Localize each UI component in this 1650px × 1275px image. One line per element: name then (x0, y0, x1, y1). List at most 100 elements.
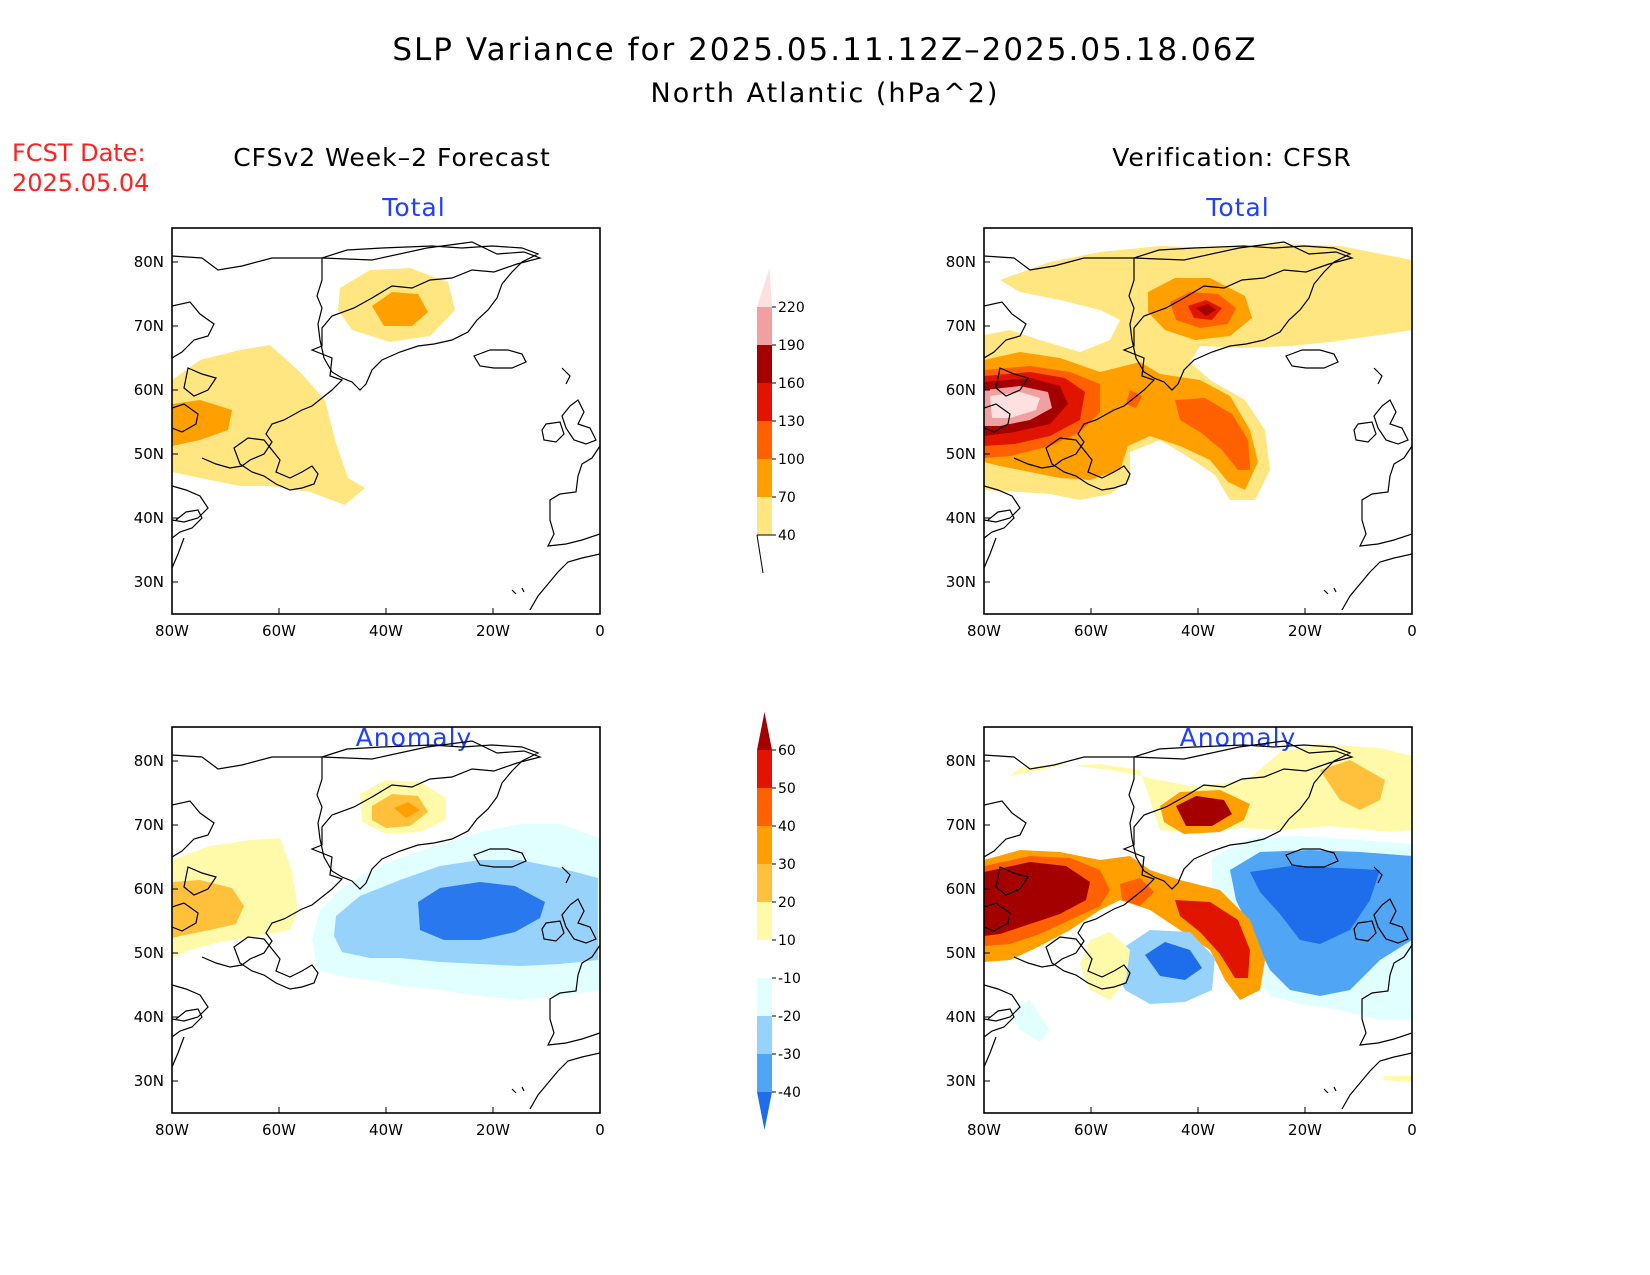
colorbar-swatch (757, 902, 772, 940)
colorbar-tail (756, 534, 764, 574)
colorbar-swatch-top (757, 268, 772, 307)
lat-tick-label: 30N (946, 573, 976, 591)
main-title: SLP Variance for 2025.05.11.12Z–2025.05.… (392, 32, 1258, 68)
colorbar-swatch-bottom (757, 1092, 772, 1130)
lon-tick-label: 60W (1074, 1121, 1108, 1139)
lat-tick-label: 70N (946, 317, 976, 335)
colorbar-label: -30 (778, 1047, 801, 1063)
anomaly-20-west (172, 880, 244, 938)
lat-tick-label: 40N (134, 1008, 164, 1026)
lon-tick-label: 0 (1407, 622, 1417, 640)
anomaly-minus40-center (1145, 942, 1202, 980)
lat-tick-label: 60N (946, 381, 976, 399)
lat-tick-label: 80N (946, 752, 976, 770)
colorbar-label: 190 (778, 338, 805, 354)
anomaly-20-northeast (1320, 760, 1385, 810)
lat-tick-label: 50N (946, 944, 976, 962)
lat-tick-label: 30N (134, 1072, 164, 1090)
lat-tick-label: 80N (134, 253, 164, 271)
lon-tick-label: 60W (262, 1121, 296, 1139)
lat-tick-label: 60N (946, 880, 976, 898)
contour-160-greenland (1196, 304, 1216, 316)
forecast-date-label: FCST Date: (12, 139, 146, 167)
colorbar-swatch (757, 788, 772, 826)
lon-tick-label: 80W (967, 1121, 1001, 1139)
colorbar-swatch (757, 497, 772, 535)
colorbar-label: 60 (778, 743, 796, 759)
lon-tick-label: 20W (476, 1121, 510, 1139)
colorbar-label: 40 (778, 819, 796, 835)
lon-tick-label: 0 (595, 622, 605, 640)
colorbar-label: 220 (778, 300, 805, 316)
panel-title-forecast-total: Total (382, 193, 446, 222)
lon-tick-label: 60W (262, 622, 296, 640)
colorbar-total: 40 70 100 130 160 190 220 (756, 268, 805, 574)
lat-tick-label: 80N (946, 253, 976, 271)
colorbar-swatch (757, 421, 772, 459)
forecast-date: FCST Date: 2025.05.04 (12, 138, 149, 198)
map-forecast-total (171, 227, 601, 615)
lat-tick-label: 40N (134, 509, 164, 527)
anomaly-30-greenland (394, 802, 420, 818)
colorbar-swatch (757, 1016, 772, 1054)
colorbar-label: 160 (778, 376, 805, 392)
anomaly-minus10-south (1010, 1000, 1050, 1042)
colorbar-swatch (757, 750, 772, 788)
column-title-verification: Verification: CFSR (1112, 143, 1352, 172)
lat-tick-label: 40N (946, 509, 976, 527)
colorbar-label: 40 (778, 528, 796, 544)
colorbar-swatch (757, 1054, 772, 1092)
lon-tick-label: 40W (369, 1121, 403, 1139)
lat-tick-label: 30N (134, 573, 164, 591)
lat-tick-label: 70N (134, 317, 164, 335)
colorbar-swatch (757, 459, 772, 497)
anomaly-10-southeast (1384, 1076, 1412, 1082)
colorbar-label: -10 (778, 971, 801, 987)
map-axes: 80N 70N 60N 50N 40N 30N 80W 60W 40W 20W 0 80N 70N 60N… (134, 253, 1417, 1139)
lon-tick-label: 40W (1181, 1121, 1215, 1139)
main-subtitle: North Atlantic (hPa^2) (650, 78, 1000, 109)
colorbar-label: -20 (778, 1009, 801, 1025)
colorbar-swatch-top (757, 712, 772, 750)
lon-tick-label: 0 (595, 1121, 605, 1139)
colorbar-label: 10 (778, 933, 796, 949)
colorbar-label: 70 (778, 490, 796, 506)
colorbar-label: 130 (778, 414, 805, 430)
anomaly-40-center (1120, 878, 1154, 906)
colorbar-label: 50 (778, 781, 796, 797)
colorbar-swatch (757, 978, 772, 1016)
anomaly-60-west (984, 862, 1090, 936)
colorbar-swatch (757, 307, 772, 345)
lon-tick-label: 40W (369, 622, 403, 640)
lon-tick-label: 20W (1288, 622, 1322, 640)
lat-tick-label: 70N (134, 816, 164, 834)
lat-tick-label: 50N (134, 944, 164, 962)
colorbar-anomaly: -40 -30 -20 -10 10 20 30 40 50 60 (757, 712, 801, 1130)
anomaly-10-newfoundland (1080, 932, 1130, 1000)
lon-tick-label: 20W (1288, 1121, 1322, 1139)
lat-tick-label: 60N (134, 381, 164, 399)
anomaly-50-east (1175, 900, 1250, 978)
colorbar-swatch (757, 940, 772, 978)
anomaly-minus40-east (1250, 866, 1380, 944)
colorbar-label: 100 (778, 452, 805, 468)
contour-70-west (172, 400, 232, 446)
lat-tick-label: 30N (946, 1072, 976, 1090)
lon-tick-label: 80W (155, 1121, 189, 1139)
colorbar-label: -40 (778, 1085, 801, 1101)
anomaly-60-greenland (1176, 796, 1232, 826)
lat-tick-label: 40N (946, 1008, 976, 1026)
map-verification-anomaly (983, 726, 1413, 1114)
lon-tick-label: 60W (1074, 622, 1108, 640)
map-verification-total (983, 227, 1413, 615)
lon-tick-label: 80W (155, 622, 189, 640)
lon-tick-label: 20W (476, 622, 510, 640)
colorbar-swatch (757, 383, 772, 421)
forecast-date-value: 2025.05.04 (12, 169, 150, 197)
lat-tick-label: 80N (134, 752, 164, 770)
lon-tick-label: 0 (1407, 1121, 1417, 1139)
colorbar-swatch (757, 826, 772, 864)
lat-tick-label: 70N (946, 816, 976, 834)
colorbar-swatch (757, 864, 772, 902)
